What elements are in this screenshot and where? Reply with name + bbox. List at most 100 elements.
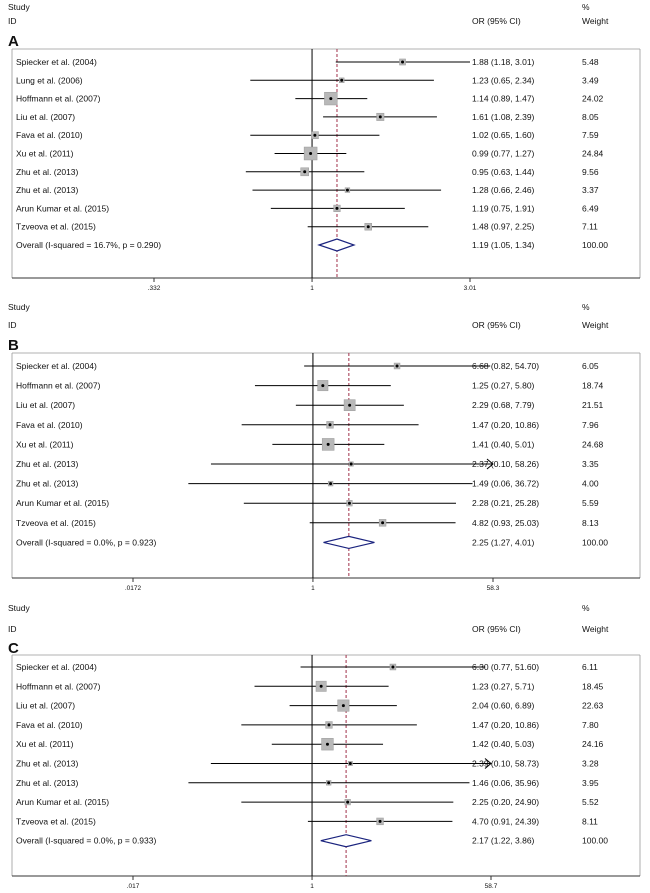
x-axis-tick-label: 58.3: [487, 585, 500, 592]
study-name-label: Tzveova et al. (2015): [16, 222, 96, 232]
study-point-estimate: [327, 781, 331, 785]
study-weight-value: 9.56: [582, 167, 599, 177]
study-or-ci-value: 1.47 (0.20, 10.86): [472, 720, 539, 730]
study-or-ci-value: 6.68 (0.82, 54.70): [472, 361, 539, 371]
study-point-estimate: [348, 403, 352, 407]
study-weight-value: 8.13: [582, 518, 599, 528]
study-name-label: Zhu et al. (2013): [16, 459, 79, 469]
study-or-ci-value: 1.48 (0.97, 2.25): [472, 222, 535, 232]
overall-diamond: [323, 535, 375, 550]
study-name-label: Xu et al. (2011): [16, 739, 74, 749]
header-weight-label: Weight: [582, 16, 609, 26]
study-or-ci-value: 4.70 (0.91, 24.39): [472, 816, 539, 826]
study-or-ci-value: 1.49 (0.06, 36.72): [472, 479, 539, 489]
study-name-label: Lung et al. (2006): [16, 75, 83, 85]
overall-label: Overall (I-squared = 0.0%, p = 0.933): [16, 836, 156, 846]
header-id-label: ID: [8, 624, 17, 634]
overall-or-ci-value: 2.17 (1.22, 3.86): [472, 836, 535, 846]
study-or-ci-value: 2.04 (0.60, 6.89): [472, 701, 535, 711]
study-weight-value: 24.68: [582, 439, 604, 449]
study-point-estimate: [347, 501, 351, 505]
study-name-label: Arun Kumar et al. (2015): [16, 797, 109, 807]
study-weight-value: 21.51: [582, 400, 604, 410]
study-point-estimate: [327, 723, 331, 727]
overall-weight-value: 100.00: [582, 537, 608, 547]
study-point-estimate: [401, 60, 405, 64]
header-study-label: Study: [8, 302, 30, 312]
study-or-ci-value: 1.14 (0.89, 1.47): [472, 94, 535, 104]
x-axis-tick-label: .017: [127, 883, 140, 890]
study-name-label: Hoffmann et al. (2007): [16, 94, 101, 104]
study-weight-value: 7.11: [582, 222, 598, 232]
x-axis-tick-label: .0172: [125, 585, 142, 592]
ci-truncation-arrow: [484, 758, 492, 769]
x-axis-tick-label: 3.01: [464, 285, 477, 292]
study-or-ci-value: 1.02 (0.65, 1.60): [472, 130, 535, 140]
study-or-ci-value: 1.88 (1.18, 3.01): [472, 57, 535, 67]
header-weight-label: Weight: [582, 320, 609, 330]
header-or-ci-label: OR (95% CI): [472, 16, 521, 26]
x-axis-tick-label: 1: [310, 883, 314, 890]
study-weight-value: 3.28: [582, 759, 599, 769]
study-weight-value: 24.84: [582, 149, 604, 159]
study-or-ci-value: 1.46 (0.06, 35.96): [472, 778, 539, 788]
study-name-label: Fava et al. (2010): [16, 130, 83, 140]
study-name-label: Xu et al. (2011): [16, 439, 74, 449]
study-name-label: Xu et al. (2011): [16, 149, 74, 159]
study-name-label: Hoffmann et al. (2007): [16, 381, 101, 391]
study-name-label: Zhu et al. (2013): [16, 759, 79, 769]
study-point-estimate: [348, 762, 352, 765]
study-name-label: Fava et al. (2010): [16, 720, 83, 730]
header-percent-label: %: [582, 603, 590, 613]
study-name-label: Spiecker et al. (2004): [16, 662, 97, 672]
study-or-ci-value: 2.39 (0.10, 58.73): [472, 759, 539, 769]
study-name-label: Zhu et al. (2013): [16, 185, 79, 195]
overall-label: Overall (I-squared = 0.0%, p = 0.923): [16, 537, 156, 547]
header-study-label: Study: [8, 603, 30, 613]
x-axis-tick-label: .332: [148, 285, 161, 292]
header-or-ci-label: OR (95% CI): [472, 624, 521, 634]
study-weight-value: 5.52: [582, 797, 599, 807]
study-or-ci-value: 2.25 (0.20, 24.90): [472, 797, 539, 807]
study-weight-value: 8.11: [582, 816, 598, 826]
study-name-label: Arun Kumar et al. (2015): [16, 498, 109, 508]
study-point-estimate: [349, 462, 353, 466]
x-axis-tick-label: 1: [311, 585, 315, 592]
panel-letter: B: [8, 337, 19, 354]
study-point-estimate: [319, 684, 323, 688]
study-or-ci-value: 2.37 (0.10, 58.26): [472, 459, 539, 469]
study-point-estimate: [391, 665, 395, 669]
study-point-estimate: [341, 704, 345, 708]
study-weight-value: 18.74: [582, 381, 604, 391]
study-point-estimate: [378, 115, 382, 119]
study-name-label: Tzveova et al. (2015): [16, 816, 96, 826]
study-or-ci-value: 1.25 (0.27, 5.80): [472, 381, 535, 391]
study-point-estimate: [346, 800, 350, 804]
study-or-ci-value: 1.19 (0.75, 1.91): [472, 203, 535, 213]
study-point-estimate: [345, 188, 349, 192]
study-or-ci-value: 1.42 (0.40, 5.03): [472, 739, 535, 749]
study-weight-value: 7.80: [582, 720, 599, 730]
study-or-ci-value: 0.95 (0.63, 1.44): [472, 167, 535, 177]
overall-weight-value: 100.00: [582, 836, 608, 846]
study-or-ci-value: 2.29 (0.68, 7.79): [472, 400, 535, 410]
study-or-ci-value: 1.47 (0.20, 10.86): [472, 420, 539, 430]
header-or-ci-label: OR (95% CI): [472, 320, 521, 330]
study-name-label: Tzveova et al. (2015): [16, 518, 96, 528]
study-weight-value: 4.00: [582, 479, 599, 489]
study-point-estimate: [329, 97, 333, 101]
study-name-label: Spiecker et al. (2004): [16, 361, 97, 371]
header-percent-label: %: [582, 302, 590, 312]
study-name-label: Liu et al. (2007): [16, 701, 75, 711]
study-name-label: Liu et al. (2007): [16, 112, 75, 122]
overall-weight-value: 100.00: [582, 240, 608, 250]
study-weight-value: 5.59: [582, 498, 599, 508]
study-or-ci-value: 2.28 (0.21, 25.28): [472, 498, 539, 508]
study-or-ci-value: 6.30 (0.77, 51.60): [472, 662, 539, 672]
study-point-estimate: [328, 423, 332, 427]
study-weight-value: 22.63: [582, 701, 604, 711]
x-axis-tick-label: 58.7: [485, 883, 498, 890]
study-weight-value: 8.05: [582, 112, 599, 122]
study-point-estimate: [313, 133, 317, 137]
